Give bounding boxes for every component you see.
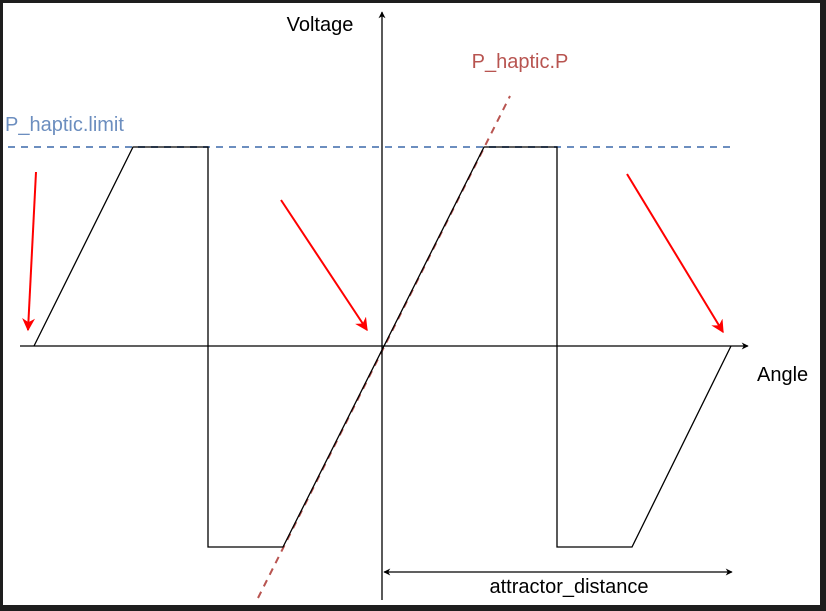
- voltage-response-curve: [33, 146, 732, 548]
- attractor-distance-label: attractor_distance: [490, 576, 649, 598]
- y-axis-label: Voltage: [287, 14, 354, 36]
- x-axis-label: Angle: [757, 364, 808, 386]
- red-arrow-icon: [626, 173, 724, 334]
- red-arrow-icon: [22, 171, 37, 332]
- diagram-canvas: Voltage Angle P_haptic.limit P_haptic.P …: [3, 3, 820, 605]
- limit-label: P_haptic.limit: [5, 114, 124, 136]
- slope-label: P_haptic.P: [472, 51, 569, 73]
- red-arrow-icon: [280, 199, 368, 332]
